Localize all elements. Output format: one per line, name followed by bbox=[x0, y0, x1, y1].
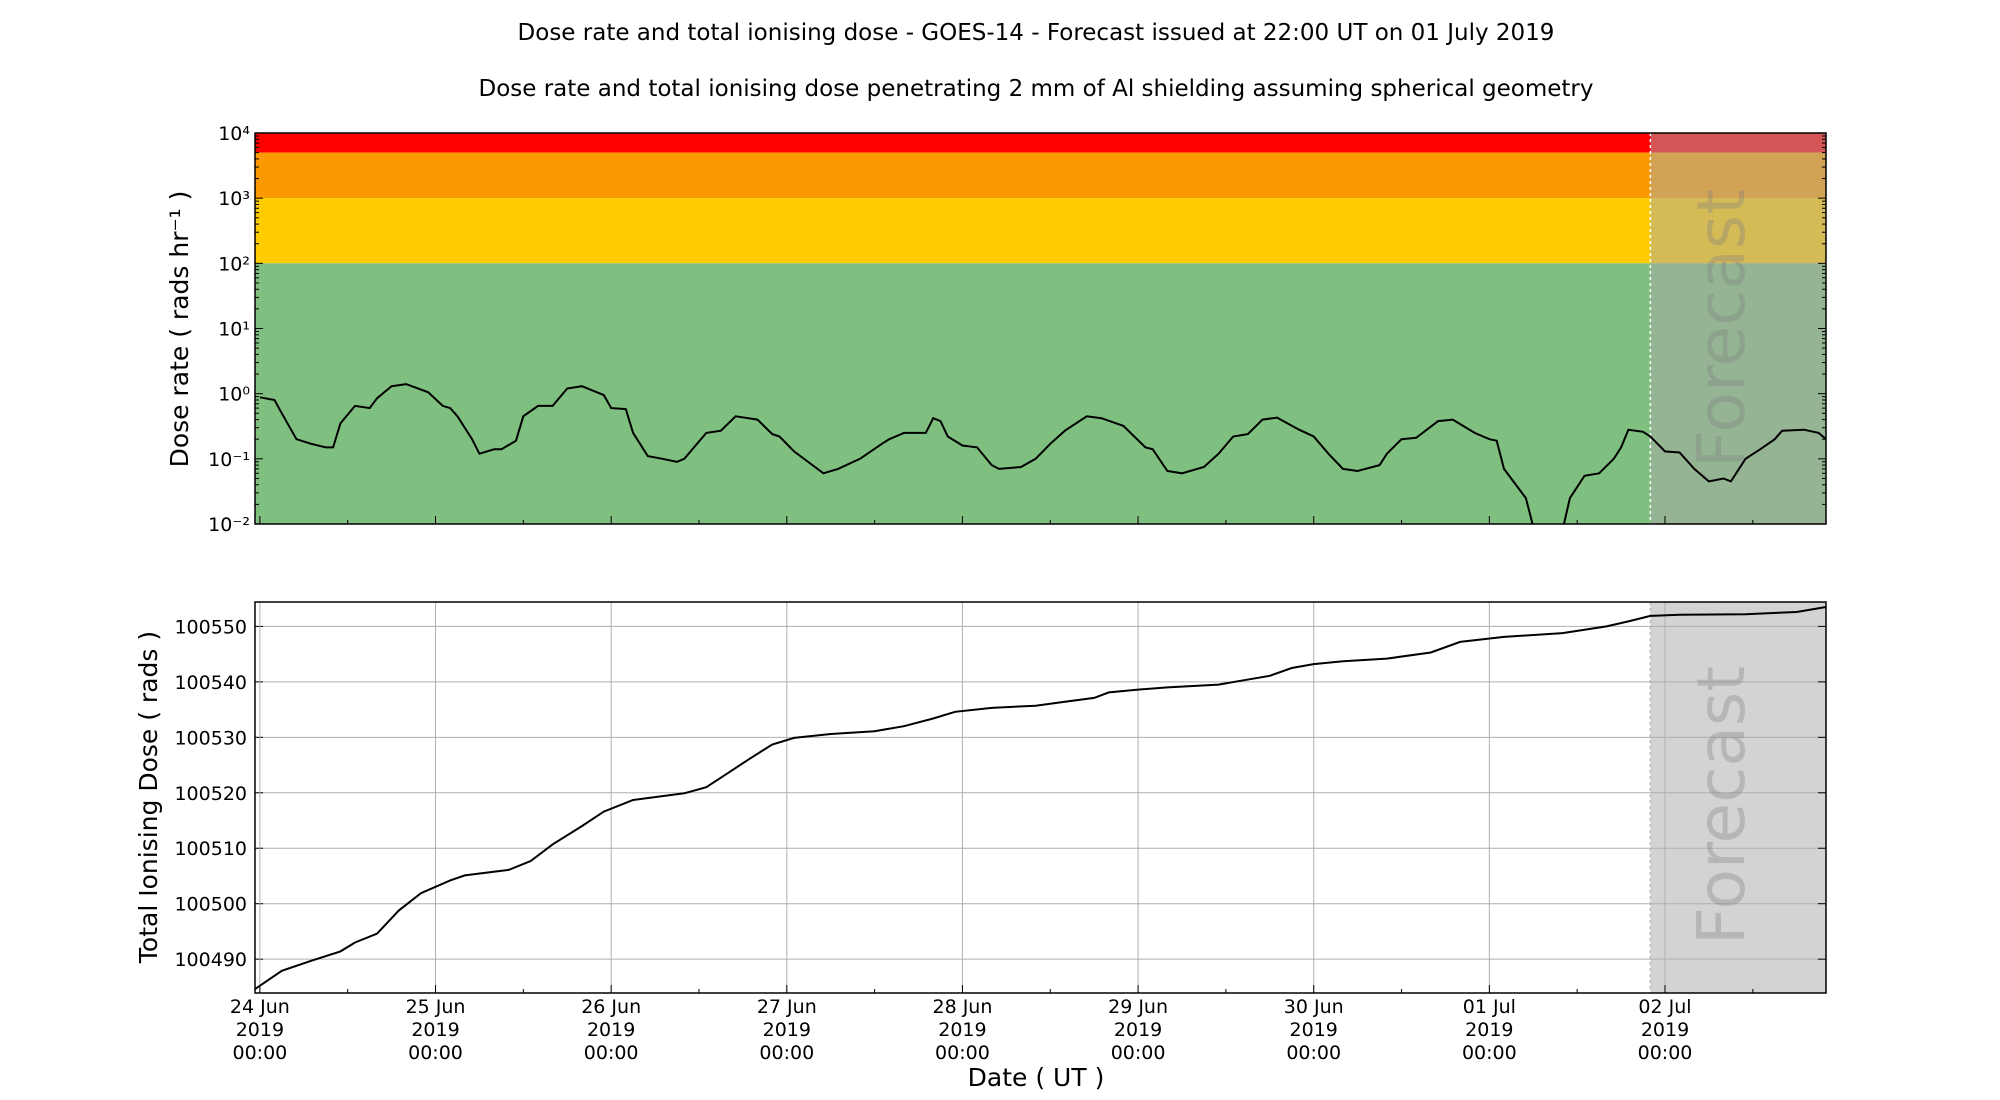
x-tick-label-line: 30 Jun bbox=[1284, 996, 1344, 1018]
x-tick-label-line: 2019 bbox=[411, 1019, 459, 1041]
y-tick-label: 10² bbox=[218, 253, 250, 275]
y-tick-label: 10¹ bbox=[218, 319, 250, 341]
x-axis-label: Date ( UT ) bbox=[968, 1063, 1105, 1092]
y-tick-label: 10⁻² bbox=[208, 514, 250, 536]
x-tick-label: 28 Jun 2019 00:00 bbox=[932, 996, 992, 1064]
x-tick-label-line: 00:00 bbox=[1462, 1042, 1517, 1064]
x-tick-label: 27 Jun 2019 00:00 bbox=[757, 996, 817, 1064]
top-y-axis-label: Dose rate ( rads hr⁻¹ ) bbox=[165, 191, 194, 468]
x-tick-label-line: 00:00 bbox=[1111, 1042, 1166, 1064]
x-tick-label: 01 Jul 2019 00:00 bbox=[1462, 996, 1517, 1064]
x-tick-label-line: 00:00 bbox=[584, 1042, 639, 1064]
x-tick-label-line: 2019 bbox=[1641, 1019, 1689, 1041]
x-tick-label-line: 00:00 bbox=[1638, 1042, 1693, 1064]
y-tick-label: 10³ bbox=[218, 188, 250, 210]
threshold-band-2 bbox=[255, 198, 1826, 264]
x-tick-label: 25 Jun 2019 00:00 bbox=[406, 996, 466, 1064]
forecast-label: Forecast bbox=[1683, 666, 1760, 945]
x-tick-label-line: 2019 bbox=[1114, 1019, 1162, 1041]
x-tick-label-line: 02 Jul bbox=[1638, 996, 1691, 1018]
x-tick-label-line: 29 Jun bbox=[1108, 996, 1168, 1018]
dose-rate-panel: Forecast 10⁻² 10⁻¹ 10⁰ 10¹ 10² 10³ 10⁴ bbox=[208, 123, 1827, 536]
x-tick-label-line: 00:00 bbox=[408, 1042, 463, 1064]
bottom-y-axis-label: Total Ionising Dose ( rads ) bbox=[134, 631, 163, 964]
y-tick-label: 100540 bbox=[174, 672, 247, 694]
y-tick-label: 10⁻¹ bbox=[208, 449, 250, 471]
dose-rate-line bbox=[259, 383, 1826, 524]
total-dose-line bbox=[254, 606, 1827, 990]
chart-subtitle: Dose rate and total ionising dose penetr… bbox=[478, 76, 1593, 102]
x-tick-label-line: 2019 bbox=[587, 1019, 635, 1041]
threshold-band-1 bbox=[255, 152, 1826, 199]
x-tick-label: 26 Jun 2019 00:00 bbox=[581, 996, 641, 1064]
x-tick-label-line: 2019 bbox=[1290, 1019, 1338, 1041]
forecast-region bbox=[1650, 133, 1826, 524]
x-tick-label-line: 2019 bbox=[1465, 1019, 1513, 1041]
forecast-region bbox=[1650, 602, 1826, 993]
y-tick-label: 100550 bbox=[174, 616, 247, 638]
y-tick-label: 10⁴ bbox=[218, 123, 250, 145]
x-tick-label-line: 26 Jun bbox=[581, 996, 641, 1018]
y-tick-label: 100520 bbox=[174, 783, 247, 805]
x-tick-label: 30 Jun 2019 00:00 bbox=[1284, 996, 1344, 1064]
x-tick-label-line: 2019 bbox=[938, 1019, 986, 1041]
y-tick-label: 10⁰ bbox=[218, 384, 250, 406]
y-tick-label: 100530 bbox=[174, 727, 247, 749]
x-tick-label-line: 00:00 bbox=[1286, 1042, 1341, 1064]
x-tick-label: 24 Jun 2019 00:00 bbox=[230, 996, 290, 1064]
y-tick-label: 100490 bbox=[174, 949, 247, 971]
x-tick-label-line: 00:00 bbox=[759, 1042, 814, 1064]
x-tick-label: 29 Jun 2019 00:00 bbox=[1108, 996, 1168, 1064]
x-tick-label-line: 01 Jul bbox=[1463, 996, 1516, 1018]
forecast-label: Forecast bbox=[1683, 189, 1760, 468]
x-tick-label-line: 27 Jun bbox=[757, 996, 817, 1018]
threshold-band-3 bbox=[255, 263, 1826, 524]
x-tick-label-line: 2019 bbox=[236, 1019, 284, 1041]
x-tick-label-line: 00:00 bbox=[232, 1042, 287, 1064]
plot-frame bbox=[254, 601, 1827, 994]
total-dose-panel: 100490 100500 100510 100520 100530 100540 1005… bbox=[174, 601, 1827, 1064]
y-tick-label: 100510 bbox=[174, 838, 247, 860]
x-tick-label-line: 00:00 bbox=[935, 1042, 990, 1064]
x-tick-label-line: 24 Jun bbox=[230, 996, 290, 1018]
chart-title: Dose rate and total ionising dose - GOES… bbox=[518, 20, 1555, 46]
x-tick-label-line: 25 Jun bbox=[406, 996, 466, 1018]
y-tick-label: 100500 bbox=[174, 894, 247, 916]
x-tick-label-line: 2019 bbox=[763, 1019, 811, 1041]
x-tick-label-line: 28 Jun bbox=[932, 996, 992, 1018]
threshold-band-0 bbox=[255, 133, 1826, 153]
x-tick-label: 02 Jul 2019 00:00 bbox=[1638, 996, 1693, 1064]
